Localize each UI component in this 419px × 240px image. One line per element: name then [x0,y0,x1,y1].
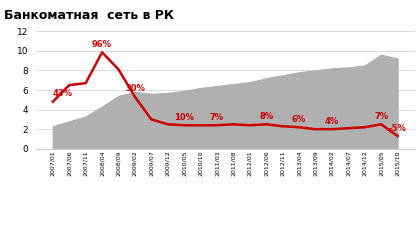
Text: Банкоматная  сеть в РК: Банкоматная сеть в РК [4,9,174,22]
Text: -5%: -5% [389,124,406,133]
Text: 7%: 7% [210,113,224,122]
Text: 30%: 30% [125,84,145,93]
Text: 7%: 7% [374,112,388,121]
Text: 6%: 6% [292,115,306,124]
Text: 96%: 96% [92,40,112,49]
Text: 8%: 8% [259,112,273,121]
Text: 10%: 10% [174,113,194,122]
Text: 43%: 43% [53,89,73,98]
Text: 4%: 4% [325,117,339,126]
